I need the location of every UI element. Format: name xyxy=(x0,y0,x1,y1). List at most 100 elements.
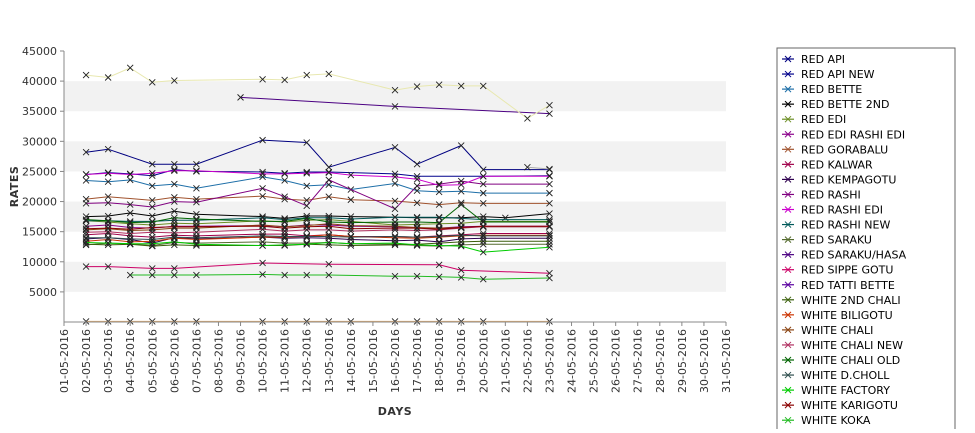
legend-label: RED SARAKU xyxy=(801,234,872,247)
x-tick-label: 15-05-2016 xyxy=(367,329,380,393)
data-point xyxy=(325,70,333,78)
x-tick-label: 13-05-2016 xyxy=(323,329,336,393)
legend-label: RED RASHI NEW xyxy=(801,219,890,232)
data-point xyxy=(413,272,421,280)
legend-item: RED SIPPE GOTU xyxy=(782,264,893,277)
series-line xyxy=(130,273,550,280)
legend-label: RED API xyxy=(801,53,845,66)
data-point xyxy=(546,274,553,282)
x-tick-label: 16-05-2016 xyxy=(389,329,402,393)
x-tick-label: 17-05-2016 xyxy=(411,329,424,393)
data-point xyxy=(126,171,134,178)
data-point xyxy=(391,224,399,232)
legend-label: RED BETTE xyxy=(801,83,862,96)
data-point xyxy=(259,75,266,83)
data-point xyxy=(303,197,311,204)
data-point xyxy=(259,173,266,181)
data-point xyxy=(281,318,288,325)
legend-label: RED GORABALU xyxy=(801,143,888,156)
x-tick-label: 18-05-2016 xyxy=(433,329,446,393)
data-point xyxy=(435,188,443,196)
data-point xyxy=(325,221,333,229)
series-23 xyxy=(82,222,553,233)
data-point xyxy=(479,166,487,173)
series-21 xyxy=(82,231,553,243)
data-point xyxy=(281,224,288,232)
data-point xyxy=(193,160,200,168)
x-tick-label: 31-05-2016 xyxy=(720,329,733,393)
data-point xyxy=(126,176,134,184)
data-point xyxy=(281,177,288,184)
y-tick-label: 15000 xyxy=(22,226,57,239)
legend-marker xyxy=(784,85,792,93)
data-point xyxy=(148,218,156,226)
x-axis-title: DAYS xyxy=(378,405,412,418)
legend-label: WHITE BILIGOTU xyxy=(801,309,893,322)
data-point xyxy=(193,223,200,231)
data-point xyxy=(259,232,266,240)
legend-box xyxy=(776,47,956,433)
legend-marker xyxy=(784,176,792,183)
data-point xyxy=(148,318,156,325)
legend-label: WHITE CHALI xyxy=(801,324,873,337)
series-line xyxy=(86,210,550,219)
legend-label: RED RASHI EDI xyxy=(801,204,883,217)
data-point xyxy=(82,148,90,156)
data-point xyxy=(193,228,200,236)
data-point xyxy=(479,180,487,188)
data-point xyxy=(148,182,156,190)
data-point xyxy=(479,189,487,197)
data-point xyxy=(391,170,399,178)
legend-label: WHITE KARIGOTU xyxy=(801,399,898,412)
data-point xyxy=(546,172,553,180)
data-point xyxy=(546,110,553,117)
data-point xyxy=(391,144,399,151)
legend-label: RED EDI xyxy=(801,113,846,126)
data-point xyxy=(479,82,487,90)
plot-area xyxy=(82,64,553,325)
data-point xyxy=(104,145,112,153)
data-point xyxy=(193,184,200,192)
data-point xyxy=(148,228,156,236)
data-point xyxy=(435,242,443,249)
data-point xyxy=(435,81,443,89)
y-tick-label: 25000 xyxy=(22,165,57,178)
data-point xyxy=(303,223,311,231)
series-line xyxy=(527,166,550,170)
data-point xyxy=(126,318,134,325)
legend-marker xyxy=(784,416,792,424)
x-tick-label: 20-05-2016 xyxy=(477,329,490,393)
legend-marker xyxy=(784,160,792,168)
data-point xyxy=(281,233,288,240)
data-point xyxy=(325,233,333,240)
data-point xyxy=(325,318,333,325)
data-point xyxy=(413,182,421,190)
data-point xyxy=(193,216,200,224)
data-point xyxy=(148,240,156,248)
legend-marker xyxy=(784,70,792,78)
data-point xyxy=(259,271,266,278)
legend-marker xyxy=(784,281,792,289)
data-point xyxy=(82,318,90,325)
data-point xyxy=(171,166,178,173)
x-tick-label: 02-05-2016 xyxy=(80,329,93,393)
axes: 5000 10000 15000 20000 25000 30000 35000 40000 4… xyxy=(8,45,733,418)
legend-item: RED TATTI BETTE xyxy=(782,279,895,292)
legend-item: WHITE CHALI NEW xyxy=(782,339,903,352)
data-point xyxy=(193,198,200,206)
legend-label: WHITE CHALI OLD xyxy=(801,354,900,367)
legend-label: RED KALWAR xyxy=(801,158,873,171)
data-point xyxy=(435,213,443,221)
data-point xyxy=(325,169,333,176)
data-point xyxy=(303,168,311,176)
data-point xyxy=(104,169,112,177)
data-point xyxy=(457,266,465,274)
data-point xyxy=(391,103,399,110)
data-point xyxy=(391,213,399,221)
x-tick-label: 10-05-2016 xyxy=(257,329,270,393)
grid-bands xyxy=(64,81,726,292)
data-point xyxy=(259,225,266,233)
legend-marker xyxy=(784,296,792,304)
data-point xyxy=(347,219,355,226)
